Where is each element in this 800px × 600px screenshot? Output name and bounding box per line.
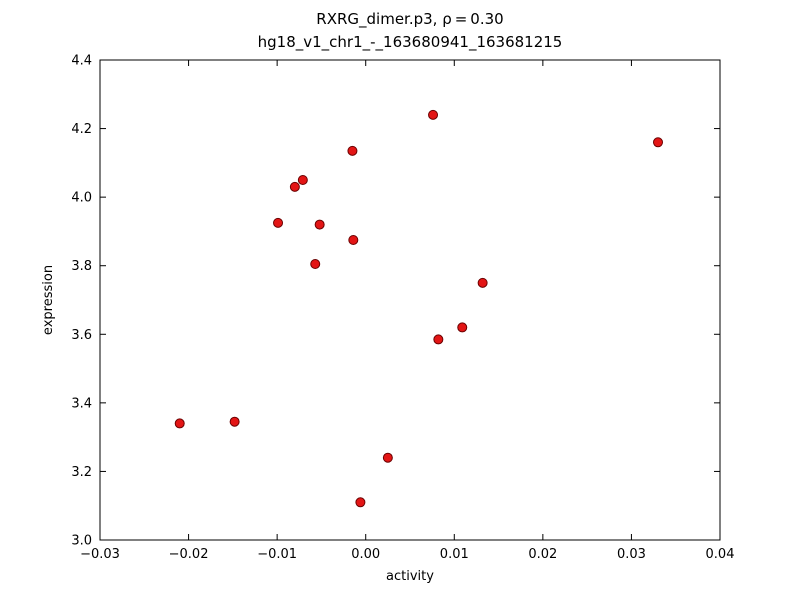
data-point (229, 416, 240, 427)
chart-title-line2: hg18_v1_chr1_-_163680941_163681215 (258, 33, 563, 52)
x-tick-label: 0.04 (706, 547, 735, 562)
x-tick-label: 0.00 (351, 547, 380, 562)
y-tick-label: 3.2 (71, 465, 92, 480)
x-tick-label: 0.03 (617, 547, 646, 562)
chart-title-line1: RXRG_dimer.p3, ρ = 0.30 (316, 10, 503, 29)
y-axis-label: expression (41, 265, 56, 335)
data-point (428, 109, 439, 120)
y-tick-label: 3.6 (71, 328, 92, 343)
y-tick-label: 3.4 (71, 396, 92, 411)
data-point (348, 235, 359, 245)
data-point (433, 334, 444, 345)
data-point (314, 219, 325, 230)
x-tick-label: 0.01 (440, 547, 469, 562)
data-point (174, 418, 185, 429)
y-tick-label: 3.8 (71, 259, 92, 274)
y-tick-label: 4.4 (71, 54, 92, 69)
data-point (653, 137, 663, 148)
data-point (347, 145, 358, 156)
x-axis-label: activity (386, 569, 434, 584)
data-point (273, 217, 284, 228)
data-point (310, 259, 321, 269)
data-point (355, 497, 366, 508)
x-tick-label: −0.02 (169, 547, 209, 562)
data-points (174, 109, 663, 508)
x-tick-label: −0.01 (257, 547, 297, 562)
x-tick-label: 0.02 (528, 547, 557, 562)
data-point (289, 181, 300, 192)
plot-frame (99, 59, 721, 541)
data-point (477, 277, 488, 288)
y-tick-label: 4.0 (71, 191, 92, 206)
data-point (297, 175, 308, 185)
y-tick-label: 3.0 (71, 534, 92, 549)
axis-ticks: −0.03 −0.02 −0.01 0.00 0.01 0.02 0.03 0.04 3.0 3.… (71, 54, 734, 563)
data-point (457, 322, 468, 333)
data-point (382, 452, 393, 463)
x-tick-label: −0.03 (80, 547, 120, 562)
y-tick-label: 4.2 (71, 122, 92, 137)
